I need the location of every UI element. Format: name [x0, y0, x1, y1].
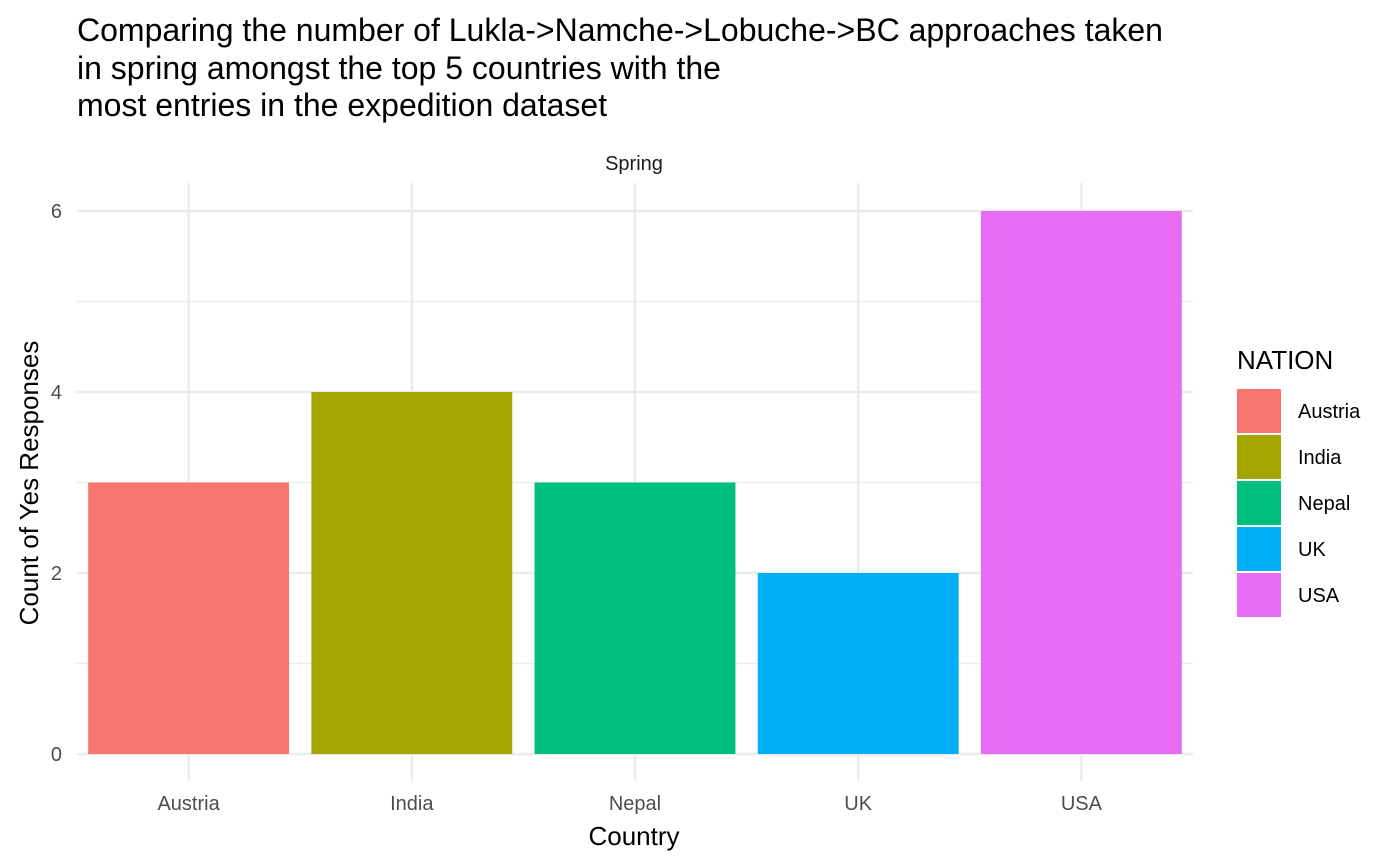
legend-key-india — [1237, 435, 1281, 479]
y-tick-label: 4 — [51, 382, 62, 404]
chart-title: Comparing the number of Lukla->Namche->L… — [77, 12, 1163, 123]
x-tick-label: USA — [1061, 793, 1103, 815]
x-tick-label: Austria — [157, 793, 220, 815]
legend-key-usa — [1237, 573, 1281, 617]
y-tick-label: 0 — [51, 744, 62, 766]
x-tick-label: UK — [844, 793, 872, 815]
bar-usa — [980, 211, 1182, 754]
facet-strip-label: Spring — [605, 153, 663, 175]
bar-india — [311, 392, 513, 754]
legend-label-uk: UK — [1298, 539, 1326, 561]
x-tick-label: Nepal — [609, 793, 661, 815]
legend-items: Austria India Nepal UK USA — [1237, 389, 1361, 617]
legend-key-nepal — [1237, 481, 1281, 525]
x-tick-label: India — [390, 793, 434, 815]
bar-austria — [88, 482, 290, 754]
legend-label-india: India — [1298, 447, 1342, 469]
y-axis-ticks: 0 2 4 6 — [51, 201, 62, 766]
legend-key-austria — [1237, 389, 1281, 433]
legend-key-uk — [1237, 527, 1281, 571]
legend: NATION Austria India Nepal UK USA — [1237, 345, 1361, 617]
chart-title-line-3: most entries in the expedition dataset — [77, 87, 607, 123]
legend-label-usa: USA — [1298, 585, 1340, 607]
y-axis-title: Count of Yes Responses — [14, 341, 44, 626]
bar-uk — [757, 573, 959, 754]
plot-bars — [88, 211, 1182, 754]
bar-nepal — [534, 482, 736, 754]
y-tick-label: 2 — [51, 563, 62, 585]
x-axis-title: Country — [588, 821, 679, 851]
legend-label-nepal: Nepal — [1298, 493, 1350, 515]
legend-title: NATION — [1237, 345, 1333, 375]
chart-title-line-1: Comparing the number of Lukla->Namche->L… — [77, 12, 1163, 48]
chart-title-line-2: in spring amongst the top 5 countries wi… — [77, 50, 721, 86]
legend-label-austria: Austria — [1298, 401, 1361, 423]
x-axis-ticks: Austria India Nepal UK USA — [157, 793, 1102, 815]
y-tick-label: 6 — [51, 201, 62, 223]
